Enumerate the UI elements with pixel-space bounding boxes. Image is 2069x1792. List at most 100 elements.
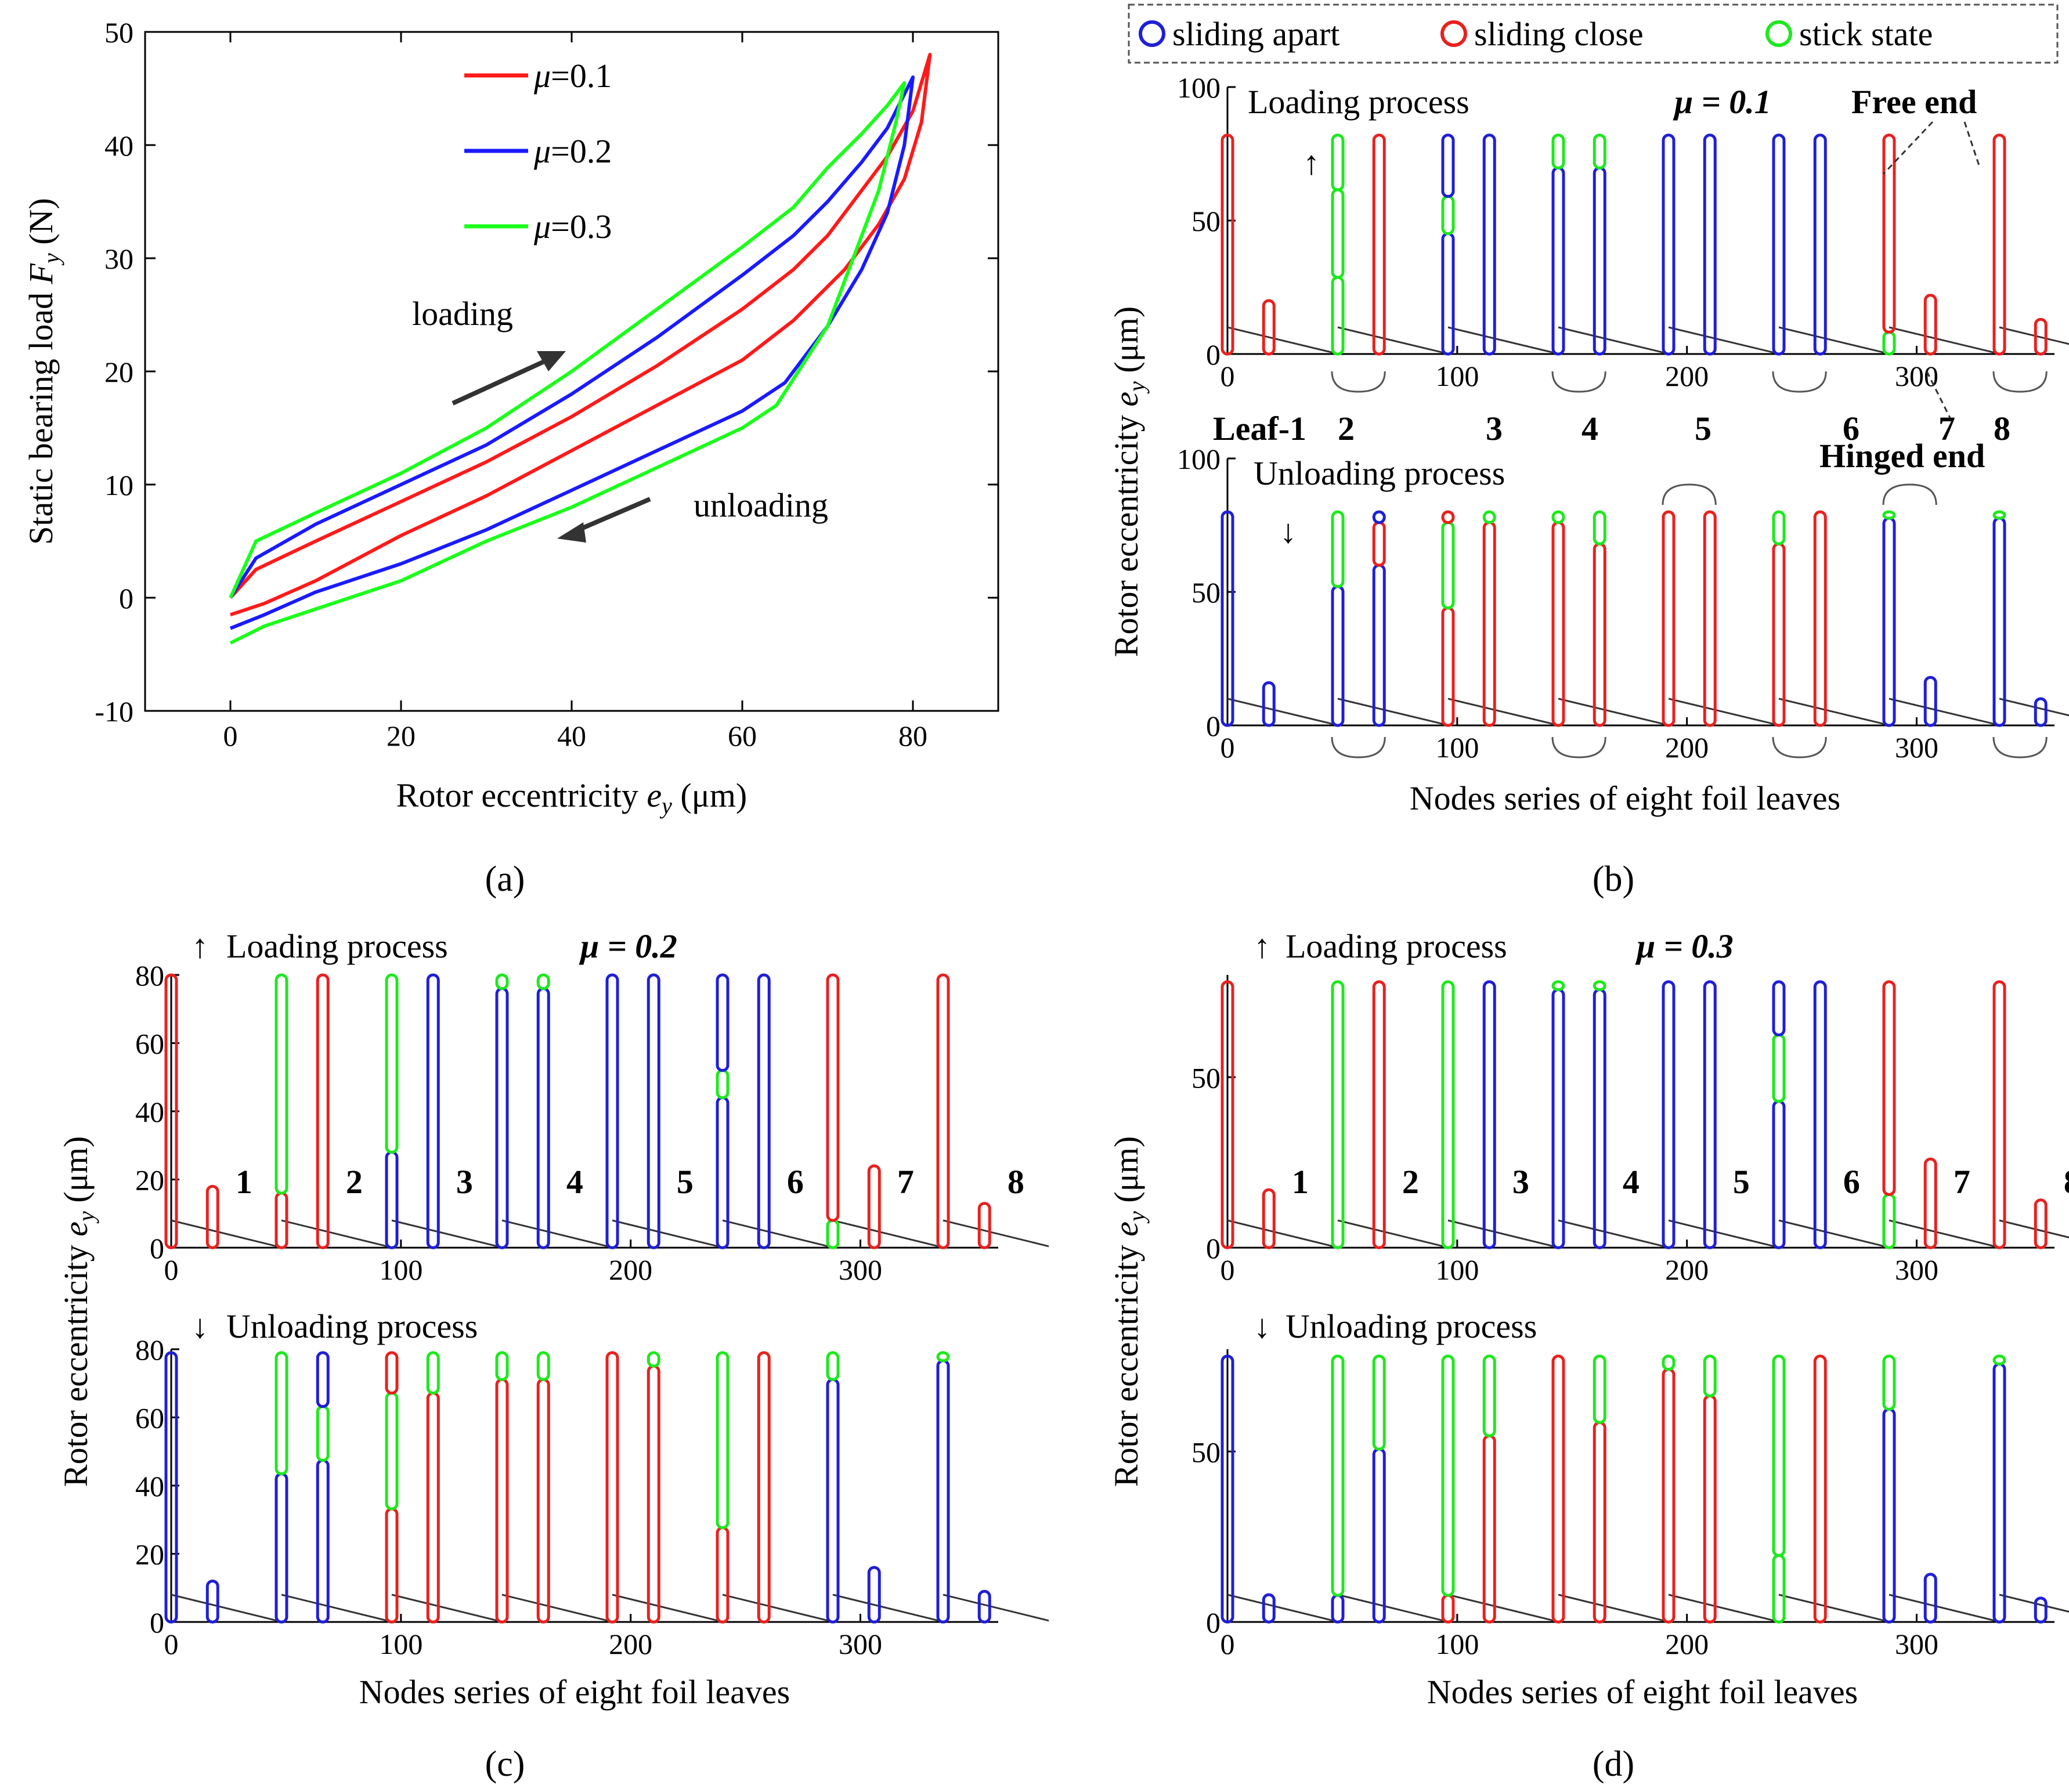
- d-bot-leaf8-seg2-apart: [2034, 1596, 2048, 1624]
- d-bot-leaf6-seg2-close: [1813, 1354, 1827, 1624]
- c-top-leaf1-seg2-close: [205, 1184, 219, 1249]
- b-bot-xtick-label: 200: [1665, 731, 1709, 764]
- b-top-leaf8-seg2-close: [2034, 317, 2048, 356]
- loading-arrow: [452, 355, 555, 406]
- c-top-leaf6-seg1-apart: [716, 973, 730, 1072]
- b-top-ytick-label: 0: [1206, 338, 1221, 371]
- leaf-label-7: 7: [1938, 410, 1955, 447]
- c-top-leaf2-seg1-stick: [275, 973, 288, 1195]
- b-top-leaf7-seg1-close: [1882, 133, 1896, 334]
- c-top-leaf2-seg2-close: [316, 973, 330, 1249]
- c-bot-leaf6-seg1-stick: [716, 1351, 730, 1530]
- b-top-foil-profile-8: [1999, 326, 2069, 345]
- b-bot-foil-profile-1: [1227, 698, 1334, 725]
- d-top-leaf7-seg1-close: [1882, 980, 1896, 1196]
- c-bot-foil-profile-4: [501, 1594, 608, 1622]
- c-bot-ytick-label: 80: [135, 1334, 164, 1366]
- series-line-mu-2: [229, 75, 915, 630]
- legend-label-close: sliding close: [1474, 15, 1644, 53]
- b-bot-xtick-label: 300: [1895, 731, 1938, 764]
- c-bot-leaf2-seg1-stick: [275, 1351, 288, 1476]
- c-top-leaf6-seg2-apart: [757, 973, 771, 1249]
- b-top-leaf2-seg1-stick: [1331, 188, 1345, 279]
- d-bot-leaf5-seg1-stick: [1662, 1354, 1676, 1371]
- panel-b-y-label: Rotor eccentricity ey (μm): [1107, 306, 1150, 657]
- b-top-leaf4-seg1-stick: [1551, 133, 1565, 169]
- b-bot-foil-profile-7: [1889, 698, 1995, 725]
- b-top-leaf2-seg1-stick: [1331, 276, 1345, 356]
- panel-c-loading-plot: 0 20 40 60 80 0 100 200 300 1 2 3 4 5 6 7 8: [135, 959, 1049, 1286]
- a-ytick-label: 40: [104, 129, 133, 162]
- c-top-leaf7-seg2-close: [867, 1164, 881, 1249]
- b-bot-leaf2-seg1-apart: [1331, 585, 1345, 727]
- caption-c: (c): [485, 1744, 525, 1784]
- b-bot-leaf7-seg2-apart: [1923, 675, 1937, 727]
- b-bot-foil-profile-3: [1447, 698, 1554, 725]
- panel-b-down-arrow: ↓: [1280, 512, 1297, 550]
- b-bot-bracket-2: [1551, 736, 1606, 758]
- b-top-bracket-4: [1992, 371, 2048, 393]
- c-top-leaf8-seg2-close: [977, 1202, 991, 1249]
- b-top-leaf5-seg1-apart: [1662, 133, 1676, 356]
- free-end-leader-2: [1963, 121, 1980, 166]
- b-bot-leaf2-seg1-stick: [1331, 510, 1345, 588]
- a-xtick-label: 0: [223, 720, 238, 752]
- b-bot-foil-profile-4: [1558, 698, 1664, 725]
- d-top-leaf2-seg2-close: [1372, 980, 1386, 1249]
- c-top-leaf7-seg1-close: [826, 973, 840, 1222]
- panel-b-unloading-plot: 0 50 100 0 100 200 300: [1177, 443, 2069, 764]
- d-bot-foil-profile-4: [1558, 1594, 1664, 1622]
- c-top-foil-profile-7: [832, 1219, 939, 1248]
- b-top-leaf7-seg1-stick: [1882, 330, 1896, 356]
- b-top-ytick-label: 50: [1191, 205, 1221, 237]
- b-bot-foil-profile-8: [1999, 698, 2069, 717]
- panel-d-loading-title: Loading process: [1286, 927, 1507, 965]
- d-top-ytick-label: 50: [1191, 1061, 1221, 1094]
- loading-arrowhead: [537, 351, 566, 371]
- d-bot-leaf2-seg2-stick: [1372, 1354, 1386, 1451]
- d-top-leaf3-seg1-stick: [1441, 980, 1455, 1249]
- b-bot-leaf8-seg1-stick: [1992, 510, 2006, 520]
- b-bot-leaf3-seg1-close: [1441, 510, 1455, 524]
- d-bot-leaf2-seg1-stick: [1331, 1354, 1345, 1597]
- c-bot-leaf3-seg2-close: [426, 1391, 440, 1624]
- c-bot-leaf3-seg2-stick: [426, 1351, 440, 1395]
- b-top-leaf6-seg2-apart: [1813, 133, 1827, 356]
- b-top-foil-profile-2: [1337, 326, 1444, 354]
- c-top-leaf4-seg2-apart: [536, 987, 550, 1249]
- legend-label-3: μ=0.3: [533, 208, 612, 245]
- c-top-ytick-label: 80: [135, 959, 164, 992]
- c-bot-leaf6-seg2-close: [757, 1351, 771, 1624]
- d-bot-leaf4-seg2-stick: [1593, 1354, 1606, 1424]
- d-bot-foil-profile-7: [1889, 1594, 1995, 1622]
- panel-c-unloading-plot: 0 20 40 60 80 0 100 200 300: [135, 1334, 1049, 1660]
- c-top-foil-profile-2: [281, 1219, 388, 1248]
- d-top-xtick-label: 100: [1435, 1253, 1479, 1286]
- d-bot-leaf3-seg1-stick: [1441, 1354, 1455, 1597]
- c-bot-leaf3-seg1-close: [385, 1351, 399, 1395]
- a-ytick-label: 0: [119, 582, 133, 615]
- d-top-foil-profile-3: [1447, 1219, 1554, 1248]
- a-ytick-label: 50: [104, 16, 133, 49]
- a-ytick-label: 10: [104, 469, 133, 501]
- d-bot-leaf1-seg1-apart: [1221, 1354, 1234, 1624]
- c-top-xtick-label: 100: [379, 1253, 423, 1286]
- b-bot-leaf4-seg2-stick: [1593, 510, 1606, 545]
- free-end-label: Free end: [1851, 83, 1977, 121]
- c-bot-xtick-label: 300: [839, 1628, 882, 1660]
- b-bot-leaf8-seg2-apart: [2034, 697, 2048, 727]
- c-bot-leaf2-seg2-stick: [316, 1405, 330, 1462]
- b-bot-leaf1-seg2-apart: [1262, 681, 1276, 727]
- b-top-leaf2-seg2-close: [1372, 133, 1386, 356]
- d-top-leaf8-seg1-close: [1992, 980, 2006, 1249]
- c-top-leaf1-seg1-close: [164, 973, 178, 1249]
- b-bot-bracket-1: [1331, 736, 1386, 758]
- d-bot-ytick-label: 50: [1191, 1436, 1221, 1468]
- d-bot-leaf4-seg1-close: [1551, 1354, 1565, 1624]
- b-bot-leaf1-seg1-apart: [1221, 510, 1234, 727]
- c-bot-leaf3-seg1-close: [385, 1507, 399, 1624]
- panel-c-unloading-title: Unloading process: [226, 1307, 478, 1345]
- b-top-leaf6-seg1-apart: [1772, 133, 1786, 356]
- d-top-foil-profile-6: [1778, 1219, 1885, 1248]
